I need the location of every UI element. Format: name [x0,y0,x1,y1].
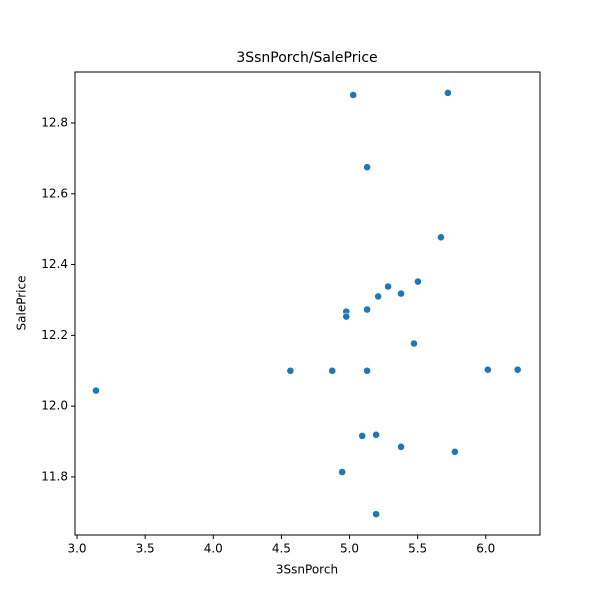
point [443,88,452,97]
y-tick-label: 12.4 [41,257,68,271]
point [363,305,372,314]
point [342,312,351,321]
point [92,386,100,395]
x-axis-label: 3SsnPorch [276,563,338,577]
point [286,366,295,375]
y-axis-label: SalePrice [15,276,29,331]
point [513,365,522,374]
y-tick-label: 12.2 [41,328,68,342]
point [397,442,405,451]
y-tick-label: 12.0 [41,399,68,413]
x-tick-label: 5.0 [340,542,359,556]
y-tick-label: 11.8 [41,469,68,483]
point [349,91,358,99]
y-tick-label: 12.8 [41,115,68,129]
point [363,366,372,375]
point [374,292,383,301]
point [358,431,367,440]
plot-frame [74,71,541,536]
point [397,289,405,298]
point [483,365,492,374]
point [437,233,445,242]
x-tick-label: 4.5 [272,542,291,556]
point [414,277,422,286]
point [410,339,418,348]
point [363,163,372,172]
x-tick-label: 5.5 [408,542,427,556]
point [384,282,392,291]
x-tick-label: 6.0 [476,542,495,556]
x-tick-label: 3.5 [136,542,155,556]
point [372,510,380,519]
x-tick-label: 3.0 [67,542,86,556]
x-tick-label: 4.0 [204,542,223,556]
point [450,447,459,456]
chart-title: 3SsnPorch/SalePrice [236,50,377,66]
y-tick-label: 12.6 [41,186,68,200]
point [372,430,380,439]
point [328,366,337,375]
point [338,468,347,476]
